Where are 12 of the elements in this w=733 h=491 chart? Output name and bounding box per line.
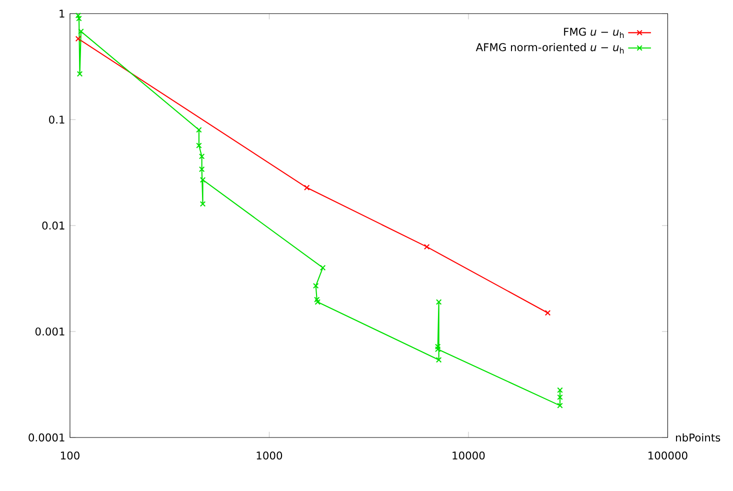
y-tick-label: 0.0001	[28, 434, 64, 442]
x-tick-label: 100000	[648, 452, 688, 460]
y-tick-label: 1	[60, 10, 64, 18]
y-tick-label: 0.1	[49, 116, 64, 124]
y-tick-label: 0.001	[35, 328, 64, 336]
legend-label: AFMG norm-oriented u − u$_{h}$	[476, 43, 624, 54]
x-tick-label: 100	[60, 452, 80, 460]
y-tick-label: 0.01	[42, 222, 64, 230]
x-tick-label: 1000	[256, 452, 282, 460]
x-axis-title: nbPoints	[676, 433, 720, 442]
x-tick-label: 10000	[452, 452, 485, 460]
legend-label: FMG u − u$_{h}$	[564, 28, 624, 38]
